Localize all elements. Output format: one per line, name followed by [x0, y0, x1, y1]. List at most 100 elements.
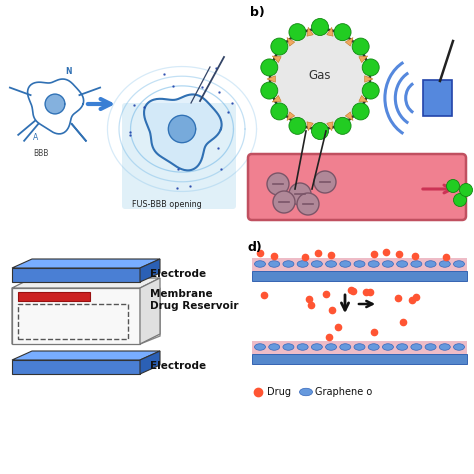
Ellipse shape — [311, 344, 322, 350]
Polygon shape — [272, 56, 281, 63]
Polygon shape — [12, 288, 160, 344]
Polygon shape — [307, 27, 313, 36]
Ellipse shape — [383, 344, 393, 350]
FancyBboxPatch shape — [252, 341, 467, 354]
Polygon shape — [18, 292, 90, 301]
FancyBboxPatch shape — [122, 103, 236, 209]
Ellipse shape — [397, 261, 408, 267]
Polygon shape — [144, 94, 222, 170]
Ellipse shape — [311, 261, 322, 267]
Polygon shape — [327, 122, 333, 131]
Ellipse shape — [255, 344, 265, 350]
Polygon shape — [140, 259, 160, 282]
Circle shape — [271, 103, 288, 120]
Text: Drug Reservoir: Drug Reservoir — [150, 301, 238, 311]
Ellipse shape — [326, 344, 337, 350]
Ellipse shape — [397, 344, 408, 350]
Polygon shape — [272, 95, 281, 102]
Polygon shape — [140, 351, 160, 374]
Polygon shape — [12, 278, 160, 288]
Ellipse shape — [425, 261, 436, 267]
Ellipse shape — [297, 344, 308, 350]
Ellipse shape — [439, 344, 450, 350]
Polygon shape — [345, 37, 353, 46]
Circle shape — [362, 82, 379, 99]
Circle shape — [362, 59, 379, 76]
Ellipse shape — [340, 261, 351, 267]
Circle shape — [311, 122, 328, 139]
Polygon shape — [327, 27, 333, 36]
Polygon shape — [365, 76, 373, 82]
Ellipse shape — [269, 261, 280, 267]
Circle shape — [261, 82, 278, 99]
Ellipse shape — [439, 261, 450, 267]
Ellipse shape — [326, 261, 337, 267]
Ellipse shape — [454, 261, 465, 267]
Circle shape — [352, 103, 369, 120]
Circle shape — [271, 38, 288, 55]
Circle shape — [289, 118, 306, 134]
Ellipse shape — [383, 261, 393, 267]
Ellipse shape — [255, 261, 265, 267]
FancyBboxPatch shape — [252, 354, 467, 364]
Text: BBB: BBB — [33, 149, 48, 158]
Polygon shape — [307, 122, 313, 131]
Ellipse shape — [269, 344, 280, 350]
FancyBboxPatch shape — [248, 154, 466, 220]
Circle shape — [352, 38, 369, 55]
Circle shape — [459, 183, 473, 197]
Ellipse shape — [297, 261, 308, 267]
Polygon shape — [140, 278, 160, 344]
Circle shape — [447, 180, 459, 192]
Polygon shape — [359, 95, 368, 102]
FancyBboxPatch shape — [423, 80, 453, 116]
Circle shape — [289, 183, 311, 205]
Ellipse shape — [454, 344, 465, 350]
Ellipse shape — [411, 261, 422, 267]
Text: Drug: Drug — [267, 387, 291, 397]
Circle shape — [334, 24, 351, 41]
Polygon shape — [12, 259, 160, 268]
Circle shape — [311, 18, 328, 36]
FancyBboxPatch shape — [252, 258, 467, 271]
Polygon shape — [12, 351, 160, 360]
Polygon shape — [359, 56, 368, 63]
Text: Graphene o: Graphene o — [315, 387, 372, 397]
Polygon shape — [287, 37, 295, 46]
Text: Gas: Gas — [309, 69, 331, 82]
Circle shape — [267, 173, 289, 195]
Text: A: A — [33, 133, 38, 142]
Text: Electrode: Electrode — [150, 361, 206, 371]
Circle shape — [334, 118, 351, 134]
Circle shape — [273, 191, 295, 213]
Polygon shape — [345, 112, 353, 120]
Polygon shape — [287, 112, 295, 120]
Circle shape — [297, 193, 319, 215]
FancyBboxPatch shape — [252, 271, 467, 281]
Ellipse shape — [354, 261, 365, 267]
Text: Electrode: Electrode — [150, 269, 206, 279]
Ellipse shape — [425, 344, 436, 350]
Polygon shape — [168, 115, 196, 143]
Polygon shape — [12, 360, 140, 374]
Ellipse shape — [340, 344, 351, 350]
Text: Membrane: Membrane — [150, 289, 213, 299]
Ellipse shape — [368, 261, 379, 267]
Circle shape — [314, 171, 336, 193]
Circle shape — [454, 193, 466, 207]
Text: b): b) — [250, 6, 265, 19]
Text: d): d) — [248, 241, 263, 254]
Polygon shape — [12, 268, 140, 282]
Ellipse shape — [354, 344, 365, 350]
Ellipse shape — [283, 344, 294, 350]
Circle shape — [270, 29, 370, 129]
Polygon shape — [12, 288, 140, 344]
Polygon shape — [45, 94, 65, 114]
Ellipse shape — [368, 344, 379, 350]
Ellipse shape — [411, 344, 422, 350]
Ellipse shape — [300, 388, 312, 396]
Text: N: N — [65, 67, 72, 76]
Text: FUS-BBB opening: FUS-BBB opening — [132, 200, 202, 209]
Ellipse shape — [283, 261, 294, 267]
Circle shape — [289, 24, 306, 41]
